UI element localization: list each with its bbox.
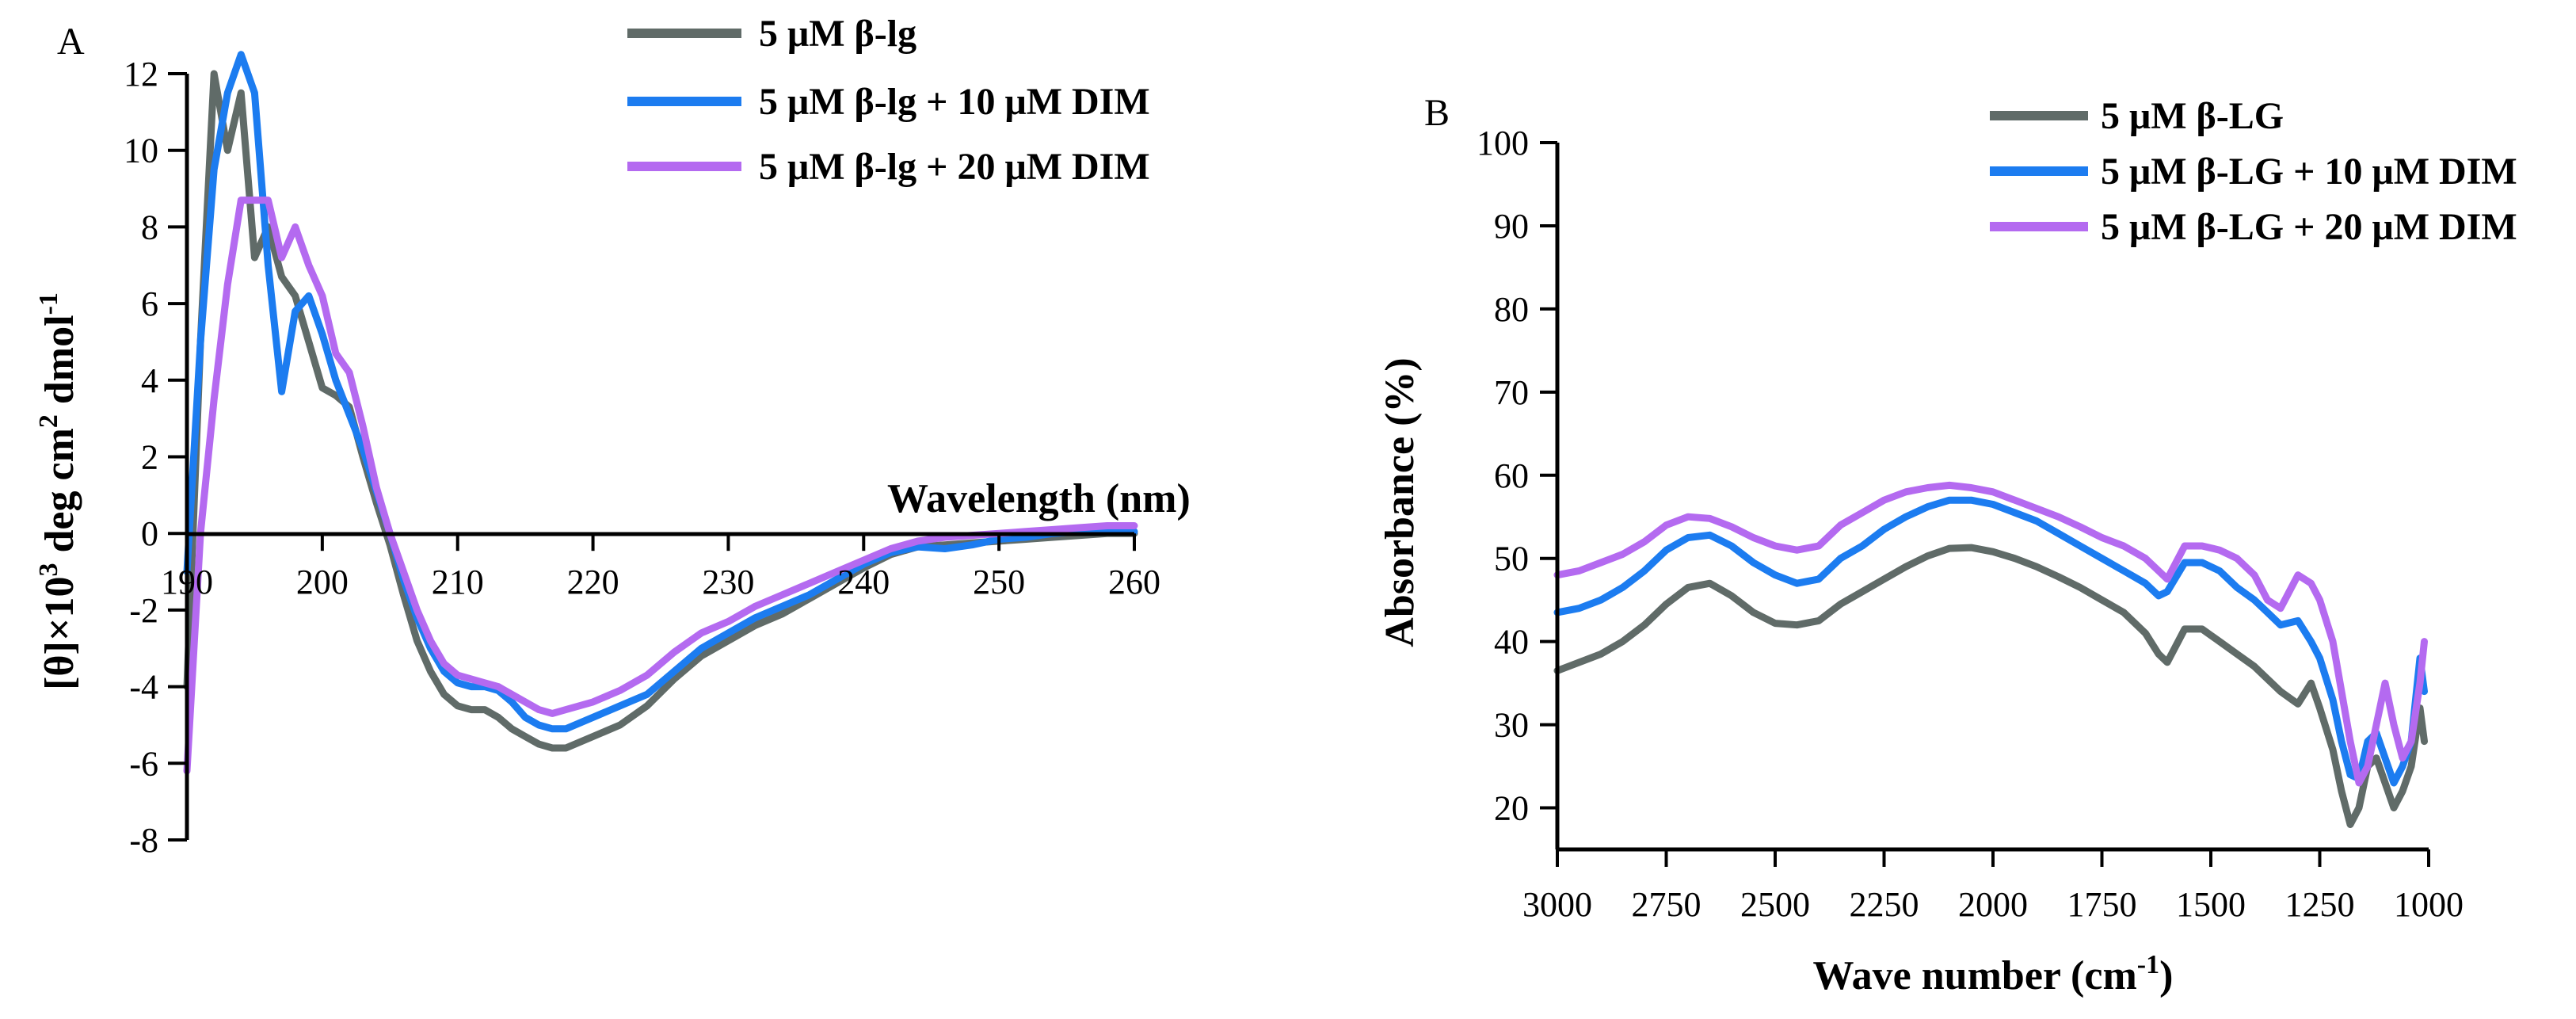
panel-a-y-tick-label: 10 <box>124 132 158 170</box>
panel-b-series-line-3 <box>1553 481 2428 787</box>
panel-a-y-axis-title: [θ]×103 deg cm2 dmol-1 <box>34 292 82 690</box>
panel-b-y-tick-label: 90 <box>1494 207 1529 246</box>
panel-a-y-tick-label: -6 <box>129 744 158 783</box>
panel-a-x-tick-label: 240 <box>837 563 890 601</box>
panel-a-x-axis-title: Wavelength (nm) <box>887 476 1191 521</box>
panel-a-y-tick-label: 0 <box>141 514 158 553</box>
panel-a-legend-label-3: 5 μM β-lg + 20 μM DIM <box>759 146 1150 188</box>
panel-b-y-tick-label: 50 <box>1494 540 1529 578</box>
panel-b-x-tick-label: 3000 <box>1522 885 1592 924</box>
panel-a-y-tick-label: 12 <box>124 55 158 94</box>
panel-a-legend-label-2: 5 μM β-lg + 10 μM DIM <box>759 81 1150 123</box>
panel-a-legend: 5 μM β-lg 5 μM β-lg + 10 μM DIM 5 μM β-l… <box>627 13 1150 188</box>
panel-a-y-ticks: -8 -6 -4 -2 0 2 4 6 8 10 12 <box>124 55 187 860</box>
panel-a-series-line-2 <box>183 51 1138 733</box>
panel-b-series-line-1 <box>1553 544 2428 828</box>
panel-a: A -8 -6 -4 -2 0 2 4 6 8 10 12 190 200 210 220 230 240 25… <box>34 13 1191 860</box>
panel-a-y-tick-label: -2 <box>129 591 158 630</box>
panel-a-y-tick-label: 4 <box>141 361 158 400</box>
panel-a-label: A <box>57 21 85 63</box>
panel-a-legend-label-1: 5 μM β-lg <box>759 13 916 55</box>
panel-a-x-ticks: 190 200 210 220 230 240 250 260 <box>161 533 1160 601</box>
panel-b-y-tick-label: 20 <box>1494 789 1529 828</box>
panel-a-x-tick-label: 190 <box>161 563 213 601</box>
panel-b-x-tick-label: 1500 <box>2176 885 2246 924</box>
panel-b-x-axis-title: Wave number (cm-1) <box>1813 950 2174 998</box>
panel-a-x-tick-label: 260 <box>1108 563 1160 601</box>
panel-a-y-tick-label: 8 <box>141 208 158 246</box>
panel-b-y-tick-label: 30 <box>1494 706 1529 745</box>
panel-b-series-line-2 <box>1553 496 2428 787</box>
panel-b-y-ticks: 20 30 40 50 60 70 80 90 100 <box>1477 124 1557 828</box>
panel-b-y-tick-label: 40 <box>1494 623 1529 662</box>
panel-b-x-tick-label: 1750 <box>2067 885 2137 924</box>
panel-b-x-tick-label: 1000 <box>2394 885 2464 924</box>
panel-a-y-tick-label: -8 <box>129 821 158 860</box>
panel-a-y-tick-label: 6 <box>141 284 158 323</box>
panel-a-x-tick-label: 210 <box>432 563 484 601</box>
panel-b-y-axis-title: Absorbance (%) <box>1378 357 1423 647</box>
panel-b-x-tick-label: 2000 <box>1958 885 2028 924</box>
panel-b-x-tick-label: 2250 <box>1850 885 1919 924</box>
panel-a-y-tick-label: 2 <box>141 438 158 477</box>
panel-b-legend-label-1: 5 μM β-LG <box>2101 95 2284 137</box>
panel-b-y-tick-label: 80 <box>1494 290 1529 329</box>
panel-a-series-group <box>183 51 1138 775</box>
panel-a-y-tick-label: -4 <box>129 668 158 707</box>
panel-a-x-tick-label: 220 <box>567 563 619 601</box>
panel-a-series-line-3 <box>183 197 1138 775</box>
panel-b-series-group <box>1553 481 2428 828</box>
panel-b-y-tick-label: 100 <box>1477 124 1529 162</box>
panel-a-x-tick-label: 230 <box>702 563 754 601</box>
panel-b-x-tick-label: 2500 <box>1740 885 1810 924</box>
panel-b-y-tick-label: 60 <box>1494 456 1529 495</box>
panel-b-legend: 5 μM β-LG 5 μM β-LG + 10 μM DIM 5 μM β-L… <box>1990 95 2517 248</box>
panel-b-label: B <box>1424 92 1450 134</box>
panel-a-x-tick-label: 200 <box>296 563 349 601</box>
panel-b: B 20 30 40 50 60 70 80 90 100 3000 2750 2500 2250 20… <box>1378 92 2517 998</box>
panel-b-x-ticks: 3000 2750 2500 2250 2000 1750 1500 1250 1000 <box>1522 849 2464 924</box>
panel-b-legend-label-2: 5 μM β-LG + 10 μM DIM <box>2101 151 2517 193</box>
panel-b-x-tick-label: 1250 <box>2285 885 2355 924</box>
panel-a-x-tick-label: 250 <box>973 563 1025 601</box>
panel-b-x-tick-label: 2750 <box>1632 885 1701 924</box>
panel-b-legend-label-3: 5 μM β-LG + 20 μM DIM <box>2101 206 2517 248</box>
panel-b-y-tick-label: 70 <box>1494 373 1529 412</box>
